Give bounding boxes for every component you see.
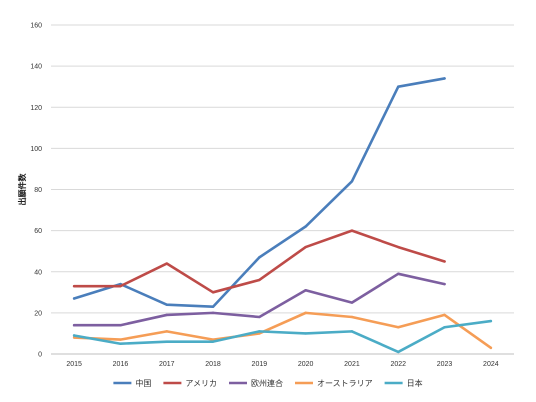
data-point: [258, 315, 261, 319]
series-line-0: [72, 77, 446, 309]
axes: 0 20 40 60 80 100 120 140 160 2015 2016 2017 2018 201…: [17, 23, 499, 369]
x-tick-label: 2015: [66, 361, 82, 368]
data-point: [304, 332, 307, 335]
data-point: [350, 330, 354, 333]
legend: 中国 アメリカ 欧州連合 オーストラリア 日本: [113, 378, 423, 388]
y-tick-label: 0: [38, 352, 42, 359]
data-point: [211, 340, 215, 343]
x-tick-label: 2020: [298, 361, 314, 368]
data-point: [72, 336, 76, 339]
data-point: [397, 245, 400, 249]
data-point: [397, 272, 400, 276]
data-point: [72, 297, 76, 300]
y-tick-label: 40: [34, 269, 42, 276]
y-tick-label: 20: [34, 310, 42, 317]
legend-label: アメリカ: [185, 379, 217, 388]
y-tick-label: 140: [30, 64, 42, 71]
data-point: [489, 346, 493, 350]
data-point: [350, 301, 354, 304]
data-point: [489, 319, 493, 323]
data-point: [258, 256, 261, 259]
x-tick-label: 2024: [483, 361, 499, 368]
data-point: [443, 326, 446, 329]
y-axis-label: 出願件数: [17, 173, 27, 206]
data-point: [443, 282, 446, 286]
y-tick-label: 120: [30, 105, 42, 112]
legend-label: 欧州連合: [251, 378, 283, 388]
series-line-4: [72, 319, 493, 354]
data-point: [119, 338, 122, 341]
data-point: [72, 324, 76, 327]
data-point: [211, 291, 215, 294]
data-point: [72, 284, 76, 288]
data-point: [211, 311, 215, 315]
x-tick-label: 2016: [113, 361, 129, 368]
y-tick-label: 100: [30, 146, 42, 153]
data-point: [304, 311, 307, 315]
data-point: [350, 180, 354, 183]
series-line-3: [72, 311, 493, 350]
series-lines: [72, 77, 493, 354]
data-point: [119, 284, 122, 288]
data-point: [397, 350, 400, 354]
data-point: [304, 225, 307, 228]
data-point: [443, 260, 446, 263]
data-point: [165, 262, 168, 265]
data-point: [443, 77, 446, 80]
data-point: [165, 313, 168, 317]
x-tick-label: 2018: [205, 361, 221, 368]
x-tick-label: 2021: [344, 361, 360, 368]
y-tick-label: 60: [34, 228, 42, 235]
data-point: [72, 334, 76, 337]
data-point: [165, 330, 168, 333]
y-tick-label: 160: [30, 23, 42, 30]
legend-label: 日本: [407, 378, 423, 388]
data-point: [258, 278, 261, 282]
data-point: [119, 342, 122, 345]
series-line-1: [72, 229, 446, 294]
data-point: [304, 245, 307, 249]
legend-label: オーストラリア: [317, 379, 373, 388]
data-point: [350, 229, 354, 232]
data-point: [165, 303, 168, 306]
x-tick-label: 2017: [159, 361, 175, 368]
x-tick-label: 2023: [437, 361, 453, 368]
x-tick-label: 2022: [390, 361, 406, 368]
y-tick-label: 80: [34, 187, 42, 194]
data-point: [165, 340, 168, 343]
legend-label: 中国: [135, 378, 151, 388]
data-point: [119, 324, 122, 327]
x-tick-label: 2019: [252, 361, 268, 368]
data-point: [397, 85, 400, 88]
data-point: [258, 330, 261, 333]
data-point: [443, 313, 446, 317]
data-point: [350, 315, 354, 319]
data-point: [211, 305, 215, 308]
gridlines: [51, 24, 514, 355]
data-point: [304, 289, 307, 292]
data-point: [397, 326, 400, 329]
